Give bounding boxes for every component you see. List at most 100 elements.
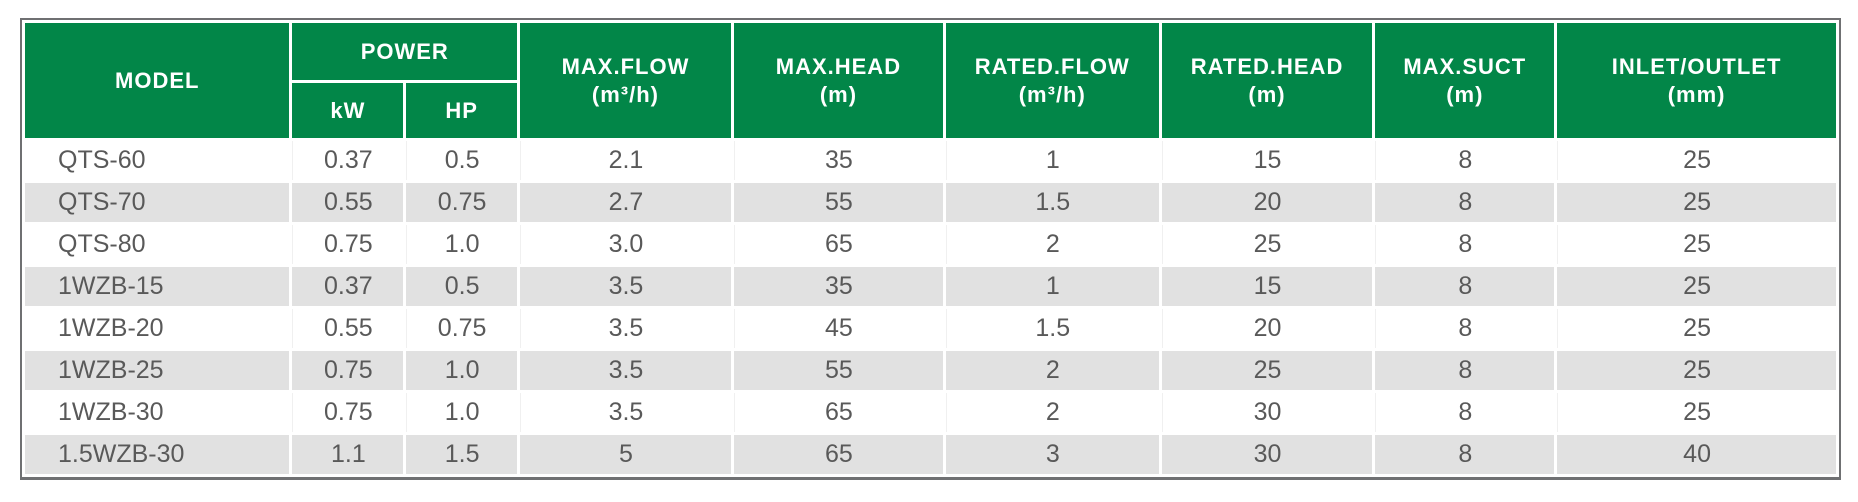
model-cell: 1WZB-15 (25, 267, 290, 306)
col-header-max-head-unit: (m) (819, 81, 858, 107)
value-cell: 8 (1375, 225, 1555, 264)
value-cell: 8 (1375, 435, 1555, 474)
model-cell: 1WZB-25 (25, 351, 290, 390)
value-cell: 25 (1557, 183, 1836, 222)
table-row: QTS-70 0.55 0.75 2.7 55 1.5 20 8 25 (25, 183, 1836, 222)
value-cell: 25 (1557, 225, 1836, 264)
value-cell: 2.7 (520, 183, 731, 222)
value-cell: 1 (945, 267, 1159, 306)
value-cell: 1.5 (945, 183, 1159, 222)
model-cell: QTS-70 (25, 183, 290, 222)
value-cell: 0.75 (406, 309, 518, 348)
value-cell: 25 (1557, 267, 1836, 306)
value-cell: 35 (733, 267, 943, 306)
model-cell: QTS-60 (25, 141, 290, 180)
value-cell: 2 (945, 351, 1159, 390)
value-cell: 25 (1557, 393, 1836, 432)
col-header-rated-flow: RATED.FLOW (m³/h) (945, 23, 1159, 138)
col-header-kw: kW (292, 83, 404, 138)
value-cell: 0.75 (292, 225, 404, 264)
table-row: QTS-80 0.75 1.0 3.0 65 2 25 8 25 (25, 225, 1836, 264)
value-cell: 8 (1375, 183, 1555, 222)
col-header-max-suct: MAX.SUCT (m) (1375, 23, 1555, 138)
table-row: 1.5WZB-30 1.1 1.5 5 65 3 30 8 40 (25, 435, 1836, 474)
col-header-rated-flow-unit: (m³/h) (1018, 81, 1086, 107)
value-cell: 20 (1161, 309, 1373, 348)
col-header-max-flow: MAX.FLOW (m³/h) (520, 23, 731, 138)
col-header-max-suct-label: MAX.SUCT (1403, 53, 1527, 79)
table-body: QTS-60 0.37 0.5 2.1 35 1 15 8 25 QTS-70 0.55 0.75 2.… (25, 141, 1836, 474)
value-cell: 0.37 (292, 141, 404, 180)
value-cell: 8 (1375, 309, 1555, 348)
value-cell: 1.0 (406, 393, 518, 432)
value-cell: 1.1 (292, 435, 404, 474)
col-header-rated-head-unit: (m) (1248, 81, 1286, 107)
value-cell: 1.0 (406, 351, 518, 390)
col-header-inlet-outlet: INLET/OUTLET (mm) (1557, 23, 1836, 138)
table-row: 1WZB-20 0.55 0.75 3.5 45 1.5 20 8 25 (25, 309, 1836, 348)
value-cell: 0.5 (406, 267, 518, 306)
value-cell: 8 (1375, 267, 1555, 306)
col-header-rated-flow-label: RATED.FLOW (974, 53, 1130, 79)
table-row: 1WZB-30 0.75 1.0 3.5 65 2 30 8 25 (25, 393, 1836, 432)
value-cell: 15 (1161, 267, 1373, 306)
value-cell: 25 (1557, 309, 1836, 348)
value-cell: 1.0 (406, 225, 518, 264)
col-header-max-head-label: MAX.HEAD (775, 53, 902, 79)
value-cell: 30 (1161, 393, 1373, 432)
col-header-max-flow-label: MAX.FLOW (561, 53, 690, 79)
col-header-power: POWER (292, 23, 518, 80)
col-header-model-label: MODEL (115, 67, 200, 93)
value-cell: 15 (1161, 141, 1373, 180)
col-header-hp: HP (406, 83, 518, 138)
col-header-rated-head-label: RATED.HEAD (1190, 53, 1344, 79)
value-cell: 1 (945, 141, 1159, 180)
table-row: 1WZB-25 0.75 1.0 3.5 55 2 25 8 25 (25, 351, 1836, 390)
col-header-max-flow-unit: (m³/h) (591, 81, 659, 107)
value-cell: 65 (733, 435, 943, 474)
col-header-max-suct-unit: (m) (1446, 81, 1484, 107)
value-cell: 3.0 (520, 225, 731, 264)
value-cell: 8 (1375, 141, 1555, 180)
value-cell: 55 (733, 183, 943, 222)
value-cell: 65 (733, 225, 943, 264)
value-cell: 0.75 (292, 351, 404, 390)
value-cell: 8 (1375, 393, 1555, 432)
value-cell: 1.5 (406, 435, 518, 474)
value-cell: 2.1 (520, 141, 731, 180)
value-cell: 25 (1161, 351, 1373, 390)
model-cell: 1WZB-20 (25, 309, 290, 348)
value-cell: 5 (520, 435, 731, 474)
value-cell: 3.5 (520, 393, 731, 432)
value-cell: 8 (1375, 351, 1555, 390)
value-cell: 2 (945, 225, 1159, 264)
value-cell: 0.37 (292, 267, 404, 306)
col-header-max-head: MAX.HEAD (m) (733, 23, 943, 138)
model-cell: 1.5WZB-30 (25, 435, 290, 474)
model-cell: 1WZB-30 (25, 393, 290, 432)
value-cell: 35 (733, 141, 943, 180)
value-cell: 2 (945, 393, 1159, 432)
col-header-inlet-outlet-label: INLET/OUTLET (1611, 53, 1782, 79)
col-header-power-label: POWER (360, 38, 449, 64)
value-cell: 0.5 (406, 141, 518, 180)
pump-spec-table: MODEL POWER MAX.FLOW (m³/h) MAX.HEAD (m)… (20, 18, 1841, 480)
value-cell: 30 (1161, 435, 1373, 474)
value-cell: 3.5 (520, 267, 731, 306)
value-cell: 3.5 (520, 351, 731, 390)
value-cell: 3 (945, 435, 1159, 474)
value-cell: 40 (1557, 435, 1836, 474)
value-cell: 0.55 (292, 183, 404, 222)
col-header-rated-head: RATED.HEAD (m) (1161, 23, 1373, 138)
value-cell: 65 (733, 393, 943, 432)
col-header-inlet-outlet-unit: (mm) (1667, 81, 1726, 107)
value-cell: 25 (1557, 141, 1836, 180)
value-cell: 0.75 (292, 393, 404, 432)
value-cell: 0.75 (406, 183, 518, 222)
value-cell: 55 (733, 351, 943, 390)
table-row: 1WZB-15 0.37 0.5 3.5 35 1 15 8 25 (25, 267, 1836, 306)
value-cell: 1.5 (945, 309, 1159, 348)
value-cell: 25 (1161, 225, 1373, 264)
value-cell: 20 (1161, 183, 1373, 222)
